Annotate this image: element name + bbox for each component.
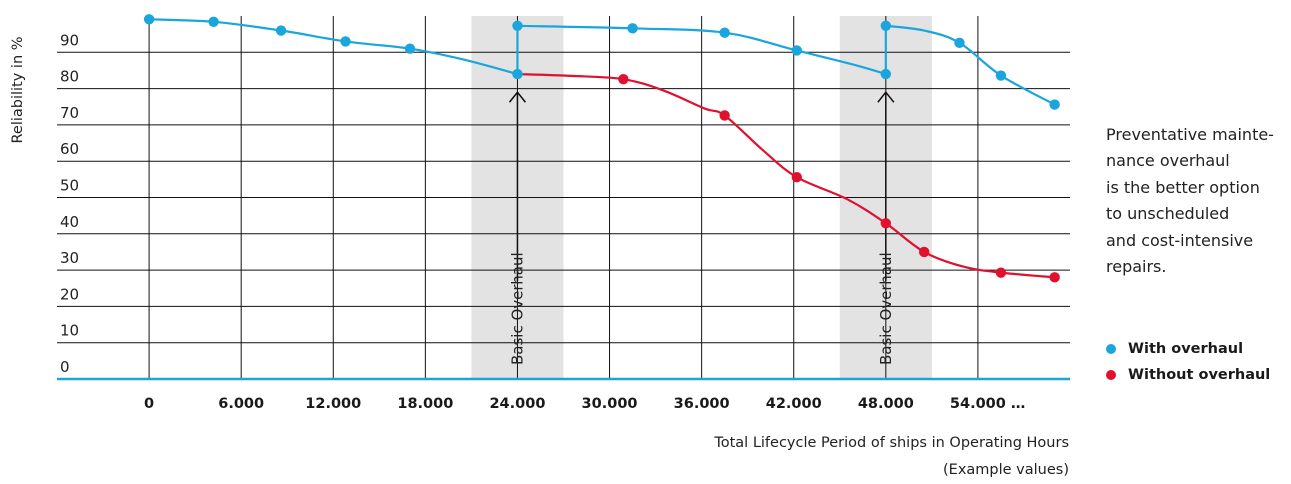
x-tick-label: 18.000: [397, 396, 453, 412]
y-tick-labels: 0 10 20 30 40 50 60 70 80 90: [60, 31, 79, 376]
y-tick-label: 30: [60, 249, 79, 267]
x-tick-label: 54.000 …: [950, 396, 1026, 412]
y-tick-label: 50: [60, 177, 79, 195]
data-point-with-overhaul: [512, 68, 523, 80]
legend-label: Without overhaul: [1128, 367, 1271, 383]
side-note-line: to unscheduled: [1106, 204, 1230, 224]
data-point-without-overhaul: [880, 218, 892, 229]
x-tick-label: 48.000: [858, 396, 914, 412]
data-point-without-overhaul: [791, 171, 802, 183]
x-axis-title-line-2: (Example values): [943, 462, 1069, 478]
side-note-line: and cost-intensive: [1106, 230, 1254, 250]
x-axis-title-line-1: Total Lifecycle Period of ships in Opera…: [714, 435, 1069, 451]
side-note-line: repairs.: [1106, 257, 1167, 277]
y-tick-label: 10: [60, 322, 79, 340]
data-point-with-overhaul: [880, 68, 892, 80]
data-point-without-overhaul: [1049, 272, 1060, 283]
data-point-with-overhaul: [275, 25, 287, 36]
side-note-line: nance overhaul: [1106, 151, 1230, 171]
y-axis-label: Reliability in %: [10, 36, 26, 143]
data-point-without-overhaul: [995, 267, 1007, 278]
reliability-chart: 0 10 20 30 40 50 60 70 80 90 0 6.000 12.000 18.000 24…: [10, 14, 1070, 412]
data-point-with-overhaul: [512, 20, 523, 32]
y-tick-label: 60: [60, 140, 79, 158]
x-tick-label: 12.000: [305, 396, 361, 412]
x-tick-labels: 0 6.000 12.000 18.000 24.000 30.000 36.000 42.0…: [144, 396, 1025, 412]
data-point-with-overhaul: [719, 27, 730, 38]
legend-dot-icon: [1106, 370, 1116, 380]
side-note-line: Preventative mainte-: [1106, 125, 1274, 144]
y-tick-label: 80: [60, 68, 79, 86]
data-point-with-overhaul: [880, 20, 892, 32]
overhaul-label: Basic Overhaul: [508, 252, 526, 365]
y-tick-label: 70: [60, 104, 79, 122]
data-point-with-overhaul: [340, 36, 351, 47]
data-point-with-overhaul: [143, 14, 155, 25]
overhaul-label: Basic Overhaul: [877, 252, 895, 365]
data-point-with-overhaul: [627, 23, 638, 34]
data-point-with-overhaul: [791, 45, 802, 56]
data-point-with-overhaul: [1049, 99, 1060, 110]
data-point-without-overhaul: [618, 73, 629, 85]
data-point-with-overhaul: [404, 43, 416, 54]
side-note-line: is the better option: [1106, 177, 1260, 197]
legend-label: With overhaul: [1128, 341, 1244, 357]
legend: With overhaul Without overhaul: [1106, 336, 1270, 388]
series-line-without-overhaul: [517, 72, 1055, 279]
overhaul-arrows: Basic Overhaul Basic Overhaul: [508, 91, 895, 365]
y-tick-label: 0: [60, 358, 70, 376]
data-point-without-overhaul: [918, 246, 930, 258]
data-point-with-overhaul: [995, 70, 1007, 81]
legend-item-without-overhaul: Without overhaul: [1106, 362, 1270, 388]
grid-lines: [57, 16, 1070, 381]
x-tick-label: 30.000: [582, 396, 638, 412]
legend-item-with-overhaul: With overhaul: [1106, 336, 1270, 362]
y-tick-label: 90: [60, 31, 79, 49]
x-tick-label: 42.000: [766, 396, 822, 412]
overhaul-arrow-head-icon: [508, 91, 527, 103]
x-tick-label: 24.000: [489, 396, 545, 412]
series-points: [143, 14, 1060, 283]
data-point-with-overhaul: [208, 16, 219, 28]
data-point-without-overhaul: [719, 110, 730, 121]
x-axis-title: Total Lifecycle Period of ships in Opera…: [714, 430, 1069, 484]
y-tick-label: 20: [60, 285, 79, 303]
side-note: Preventative mainte- nance overhaul is t…: [1106, 122, 1286, 280]
y-tick-label: 40: [60, 213, 79, 231]
overhaul-arrow-head-icon: [877, 91, 895, 103]
data-point-with-overhaul: [954, 37, 965, 49]
x-tick-label: 6.000: [218, 396, 264, 412]
series-line-with-overhaul: [517, 24, 887, 76]
legend-dot-icon: [1106, 344, 1116, 354]
x-tick-label: 0: [144, 396, 154, 412]
x-tick-label: 36.000: [674, 396, 730, 412]
